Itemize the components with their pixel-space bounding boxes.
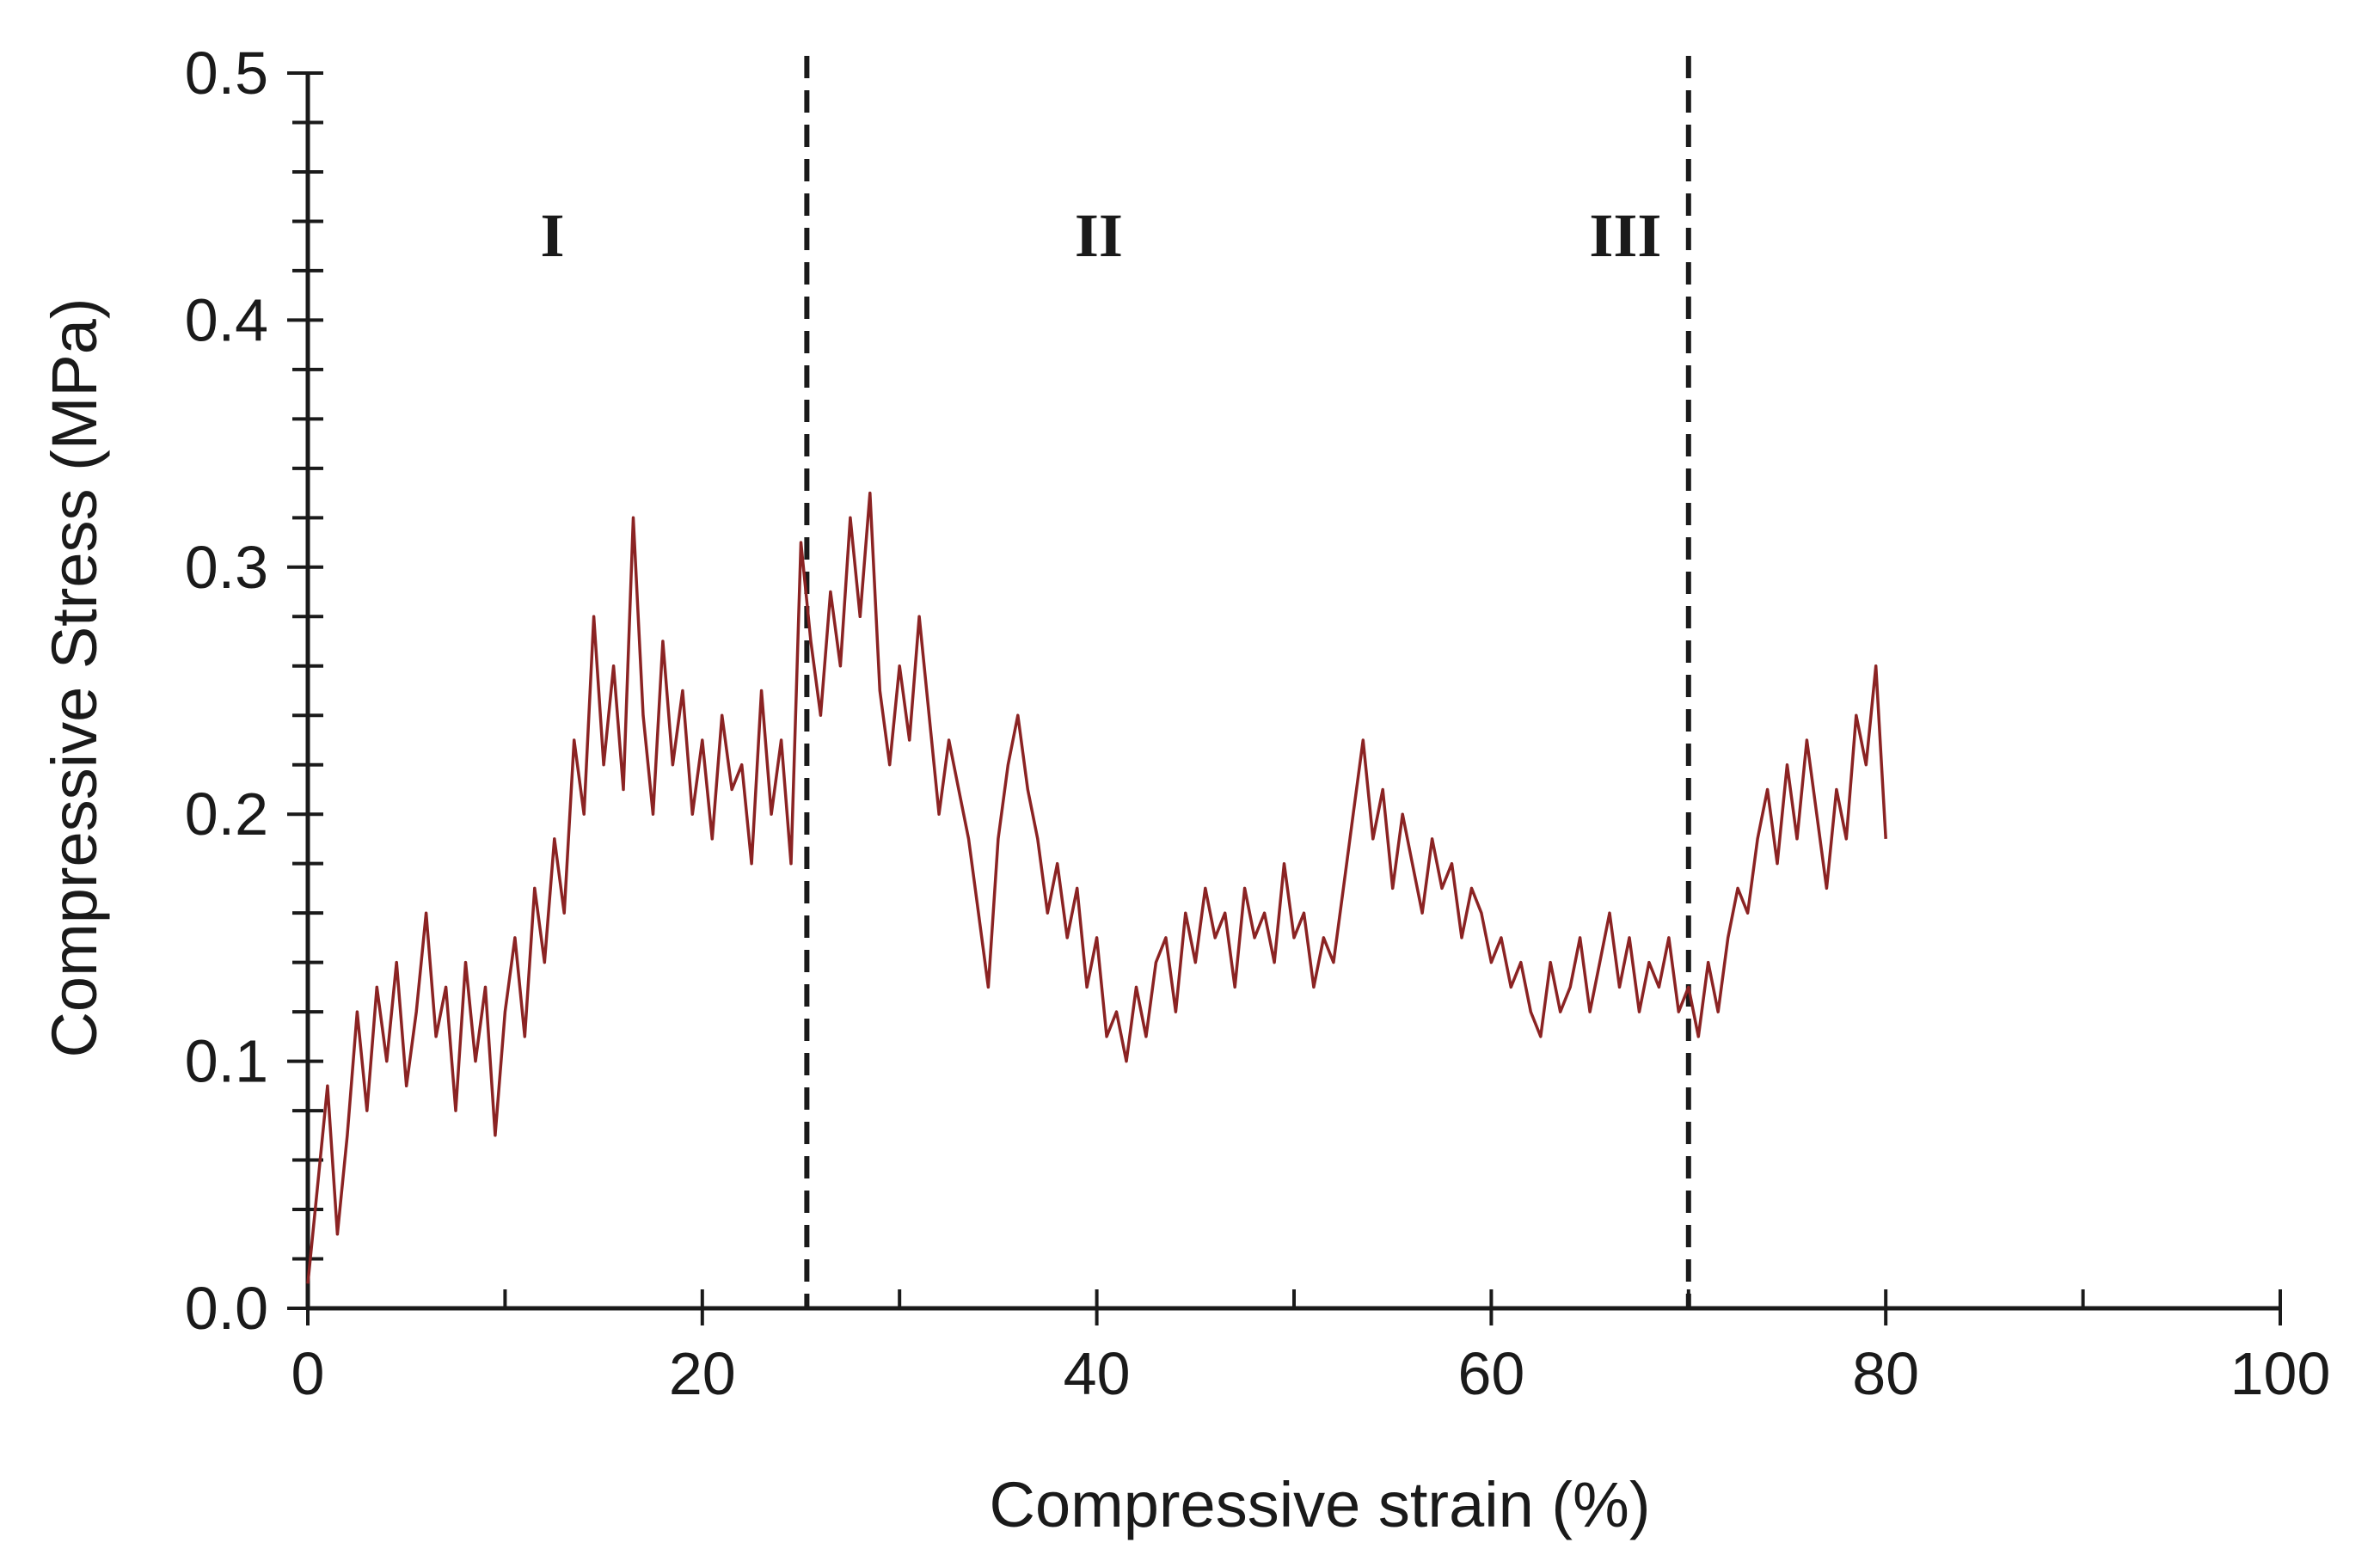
axes: [305, 73, 2280, 1311]
x-axis-label: Compressive strain (%): [990, 1469, 1651, 1540]
y-tick-label: 0.5: [185, 40, 268, 107]
x-tick-label: 40: [1064, 1340, 1131, 1407]
y-tick-label: 0.2: [185, 780, 268, 848]
region-label: III: [1589, 201, 1661, 270]
region-label: II: [1075, 201, 1123, 270]
ticks: 0.0 0.1 0.2 0.3 0.4 0.5 0 20 40 60 80 100: [185, 40, 2331, 1407]
x-tick-label: 80: [1852, 1340, 1919, 1407]
y-tick-label: 0.4: [185, 286, 268, 353]
region-dividers: [804, 56, 1691, 1308]
y-tick-label: 0.3: [185, 534, 268, 601]
y-axis-label: Compressive Stress (MPa): [39, 297, 110, 1057]
y-tick-label: 0.1: [185, 1028, 268, 1095]
x-tick-label: 100: [2230, 1340, 2331, 1407]
labels: Compressive strain (%) Compressive Stres…: [39, 201, 1661, 1540]
x-tick-label: 20: [669, 1340, 736, 1407]
y-tick-label: 0.0: [185, 1275, 268, 1342]
x-tick-label: 60: [1457, 1340, 1524, 1407]
data-series: [306, 491, 1887, 1284]
stress-strain-line: [306, 491, 1887, 1284]
region-label: I: [540, 201, 564, 270]
x-tick-label: 0: [291, 1340, 325, 1407]
